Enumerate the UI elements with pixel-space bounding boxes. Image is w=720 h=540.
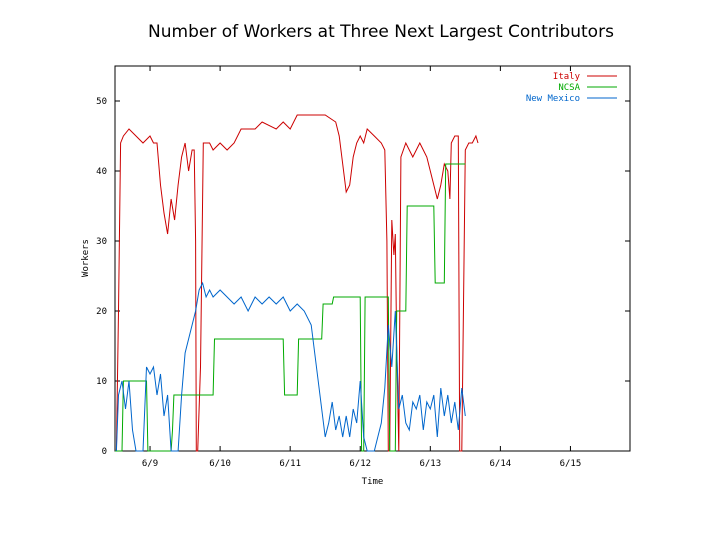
series-line-italy (115, 114, 479, 452)
x-tick-label: 6/9 (142, 459, 158, 469)
x-tick-label: 6/15 (560, 459, 582, 469)
legend-label: New Mexico (526, 94, 580, 104)
y-tick-label: 40 (96, 167, 107, 177)
y-tick-label: 50 (96, 97, 107, 107)
x-tick-label: 6/13 (419, 459, 441, 469)
y-axis-label: Workers (81, 239, 91, 277)
y-tick-label: 20 (96, 307, 107, 317)
plot-frame (114, 65, 631, 452)
legend-label: Italy (553, 72, 581, 82)
series-line-new-mexico (115, 281, 466, 452)
y-tick-label: 10 (96, 377, 107, 387)
chart-title: Number of Workers at Three Next Largest … (148, 22, 614, 42)
x-tick-label: 6/12 (349, 459, 371, 469)
legend-label: NCSA (558, 83, 580, 93)
y-tick-label: 0 (102, 447, 107, 457)
series-line-ncsa (115, 163, 466, 452)
x-axis-label: Time (362, 477, 384, 487)
x-tick-label: 6/11 (279, 459, 301, 469)
x-tick-label: 6/14 (490, 459, 512, 469)
x-tick-label: 6/10 (209, 459, 231, 469)
y-tick-label: 30 (96, 237, 107, 247)
